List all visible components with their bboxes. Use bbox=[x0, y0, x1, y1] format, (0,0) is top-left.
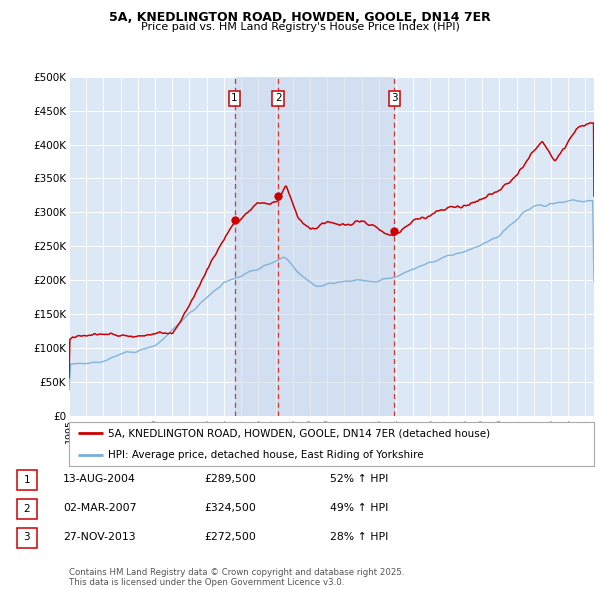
Bar bbox=[235, 77, 278, 416]
Text: 27-NOV-2013: 27-NOV-2013 bbox=[63, 532, 136, 542]
Text: £324,500: £324,500 bbox=[204, 503, 256, 513]
Text: 02-MAR-2007: 02-MAR-2007 bbox=[63, 503, 137, 513]
Text: 1: 1 bbox=[23, 475, 30, 484]
Text: Price paid vs. HM Land Registry's House Price Index (HPI): Price paid vs. HM Land Registry's House … bbox=[140, 22, 460, 32]
Text: 2: 2 bbox=[23, 504, 30, 513]
Bar bbox=[278, 77, 394, 416]
Text: 3: 3 bbox=[23, 533, 30, 542]
Text: 49% ↑ HPI: 49% ↑ HPI bbox=[330, 503, 388, 513]
Text: £289,500: £289,500 bbox=[204, 474, 256, 484]
Text: 1: 1 bbox=[231, 93, 238, 103]
Text: HPI: Average price, detached house, East Riding of Yorkshire: HPI: Average price, detached house, East… bbox=[109, 450, 424, 460]
Text: 5A, KNEDLINGTON ROAD, HOWDEN, GOOLE, DN14 7ER: 5A, KNEDLINGTON ROAD, HOWDEN, GOOLE, DN1… bbox=[109, 11, 491, 24]
Text: 28% ↑ HPI: 28% ↑ HPI bbox=[330, 532, 388, 542]
Text: 5A, KNEDLINGTON ROAD, HOWDEN, GOOLE, DN14 7ER (detached house): 5A, KNEDLINGTON ROAD, HOWDEN, GOOLE, DN1… bbox=[109, 428, 491, 438]
Text: £272,500: £272,500 bbox=[204, 532, 256, 542]
Text: 3: 3 bbox=[391, 93, 398, 103]
Text: 2: 2 bbox=[275, 93, 281, 103]
Text: 13-AUG-2004: 13-AUG-2004 bbox=[63, 474, 136, 484]
Text: Contains HM Land Registry data © Crown copyright and database right 2025.
This d: Contains HM Land Registry data © Crown c… bbox=[69, 568, 404, 587]
Text: 52% ↑ HPI: 52% ↑ HPI bbox=[330, 474, 388, 484]
